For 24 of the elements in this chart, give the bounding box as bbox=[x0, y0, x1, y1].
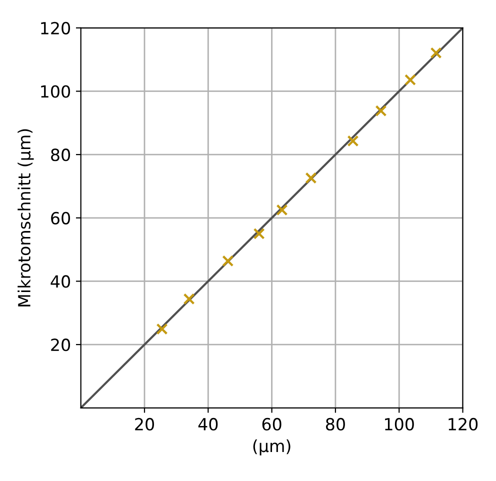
point bbox=[404, 74, 416, 86]
x-tick-label: 20 bbox=[135, 418, 154, 431]
point bbox=[253, 228, 265, 240]
point bbox=[430, 47, 442, 59]
point bbox=[222, 255, 234, 267]
point bbox=[156, 323, 168, 335]
point bbox=[183, 293, 195, 305]
y-tick-label: 120 bbox=[41, 22, 70, 34]
y-tick-label: 80 bbox=[51, 148, 70, 162]
point bbox=[347, 135, 359, 147]
y-tick-label: 40 bbox=[50, 275, 70, 288]
x-tick-label: 80 bbox=[326, 418, 345, 431]
x-tick-label: 120 bbox=[448, 418, 478, 431]
x-tick-label: 40 bbox=[198, 418, 218, 431]
y-tick-label: 20 bbox=[51, 338, 70, 352]
y-tick-label: 100 bbox=[41, 85, 70, 98]
x-tick-label: 60 bbox=[262, 418, 282, 431]
point bbox=[305, 172, 317, 184]
x-tick-label: 100 bbox=[385, 418, 414, 431]
y-tick-label: 60 bbox=[51, 212, 70, 224]
point bbox=[375, 105, 387, 117]
point bbox=[276, 204, 288, 216]
y-axis-title: Mikrotomschnitt (µm) bbox=[18, 129, 34, 306]
x-axis-title: (µm) bbox=[253, 439, 290, 456]
